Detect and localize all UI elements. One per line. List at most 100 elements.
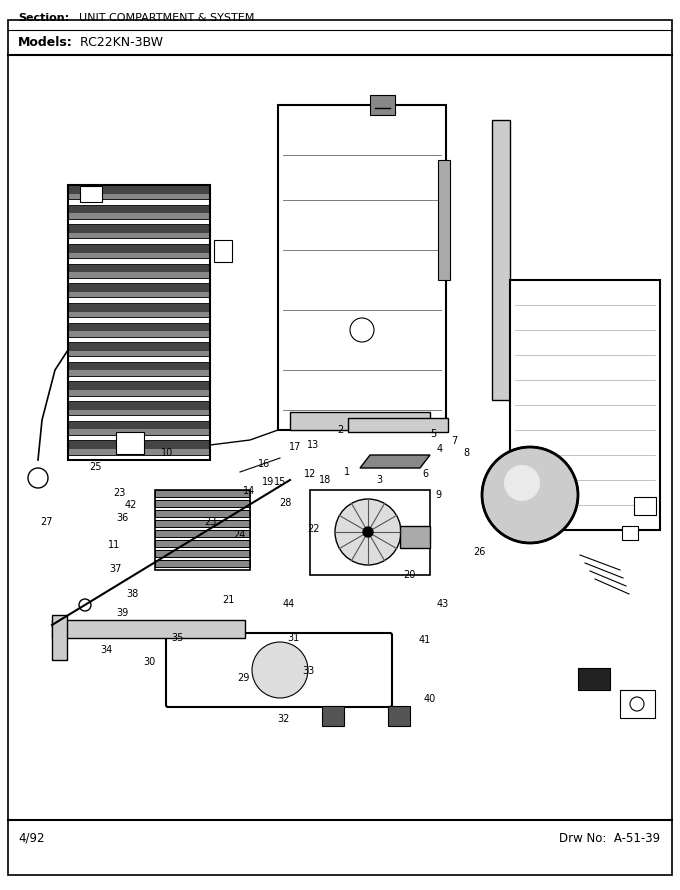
Bar [388, 706, 410, 726]
Text: 14: 14 [243, 486, 255, 496]
Text: 24: 24 [233, 530, 245, 539]
Text: 15: 15 [274, 477, 286, 487]
Text: 10: 10 [161, 448, 173, 457]
Text: Models:: Models: [18, 36, 73, 50]
Text: 20: 20 [403, 570, 416, 580]
Text: 19: 19 [262, 477, 275, 487]
Bar [68, 331, 210, 336]
Text: 33: 33 [302, 666, 314, 676]
Text: 5: 5 [430, 429, 436, 439]
Text: 39: 39 [116, 609, 129, 619]
Bar [68, 449, 210, 455]
Text: 36: 36 [116, 513, 129, 522]
Text: 22: 22 [307, 524, 320, 534]
Bar [322, 706, 344, 726]
Text: 41: 41 [419, 635, 431, 645]
Bar [68, 382, 210, 395]
Circle shape [482, 447, 578, 543]
Text: 34: 34 [100, 645, 112, 655]
Bar [52, 620, 245, 638]
Bar [68, 370, 210, 376]
Bar [68, 322, 210, 336]
Circle shape [252, 642, 308, 698]
Bar [155, 490, 250, 570]
Text: 30: 30 [143, 657, 156, 667]
Bar [68, 233, 210, 239]
Bar [68, 441, 210, 455]
Bar [68, 303, 210, 317]
Bar [510, 280, 660, 530]
Text: 12: 12 [304, 469, 316, 479]
Bar [155, 490, 250, 497]
Text: 31: 31 [288, 633, 300, 643]
Bar [278, 105, 446, 430]
Text: Section:: Section: [18, 13, 69, 23]
Bar [68, 283, 210, 297]
Text: 37: 37 [109, 564, 122, 574]
Bar [492, 120, 510, 400]
Bar [68, 292, 210, 297]
Text: 18: 18 [320, 475, 332, 485]
Bar [155, 510, 250, 517]
Text: 7: 7 [451, 436, 458, 446]
Bar [155, 550, 250, 557]
Bar [155, 500, 250, 507]
Text: 28: 28 [279, 498, 292, 507]
Bar [578, 668, 610, 690]
Bar [68, 312, 210, 317]
Bar [68, 194, 210, 199]
Bar [310, 490, 430, 575]
Bar [634, 497, 656, 515]
Text: 21: 21 [222, 595, 235, 604]
Bar [348, 418, 448, 432]
Text: 26: 26 [473, 547, 486, 557]
Text: 6: 6 [422, 469, 428, 479]
Bar [116, 432, 144, 454]
Circle shape [335, 499, 401, 565]
Text: 38: 38 [126, 589, 139, 599]
Bar [620, 690, 655, 718]
Bar [370, 95, 395, 115]
Bar [214, 240, 232, 262]
Bar [155, 540, 250, 547]
Text: 13: 13 [307, 441, 320, 450]
Bar [68, 263, 210, 278]
Text: 4: 4 [437, 444, 443, 454]
Bar [68, 351, 210, 356]
Bar [68, 362, 210, 376]
Text: 32: 32 [277, 714, 290, 724]
Bar [438, 160, 450, 280]
Text: 9: 9 [435, 490, 441, 500]
Text: 25: 25 [89, 462, 102, 472]
Text: 43: 43 [437, 599, 449, 610]
Text: 1: 1 [343, 467, 350, 477]
Text: 4/92: 4/92 [18, 831, 44, 845]
Text: 11: 11 [108, 539, 120, 550]
Polygon shape [360, 455, 430, 468]
Text: 3: 3 [377, 474, 383, 484]
Bar [68, 409, 210, 416]
Bar [155, 560, 250, 567]
Text: 23: 23 [204, 517, 217, 527]
Circle shape [363, 527, 373, 537]
Bar [68, 214, 210, 219]
Bar [68, 401, 210, 416]
Bar [68, 272, 210, 278]
Bar [68, 205, 210, 219]
Bar [400, 526, 430, 548]
Bar [155, 530, 250, 537]
Text: 44: 44 [282, 599, 294, 610]
Text: 42: 42 [124, 500, 137, 510]
Text: 8: 8 [463, 448, 469, 457]
Text: 27: 27 [40, 517, 53, 527]
Bar [68, 224, 210, 239]
Circle shape [504, 465, 540, 501]
Text: 17: 17 [289, 441, 301, 452]
Bar [68, 390, 210, 395]
Text: 23: 23 [114, 488, 126, 498]
Text: 16: 16 [258, 459, 270, 469]
Bar [68, 253, 210, 258]
Bar [622, 526, 638, 540]
Text: 2: 2 [337, 425, 343, 435]
Bar [52, 615, 67, 660]
